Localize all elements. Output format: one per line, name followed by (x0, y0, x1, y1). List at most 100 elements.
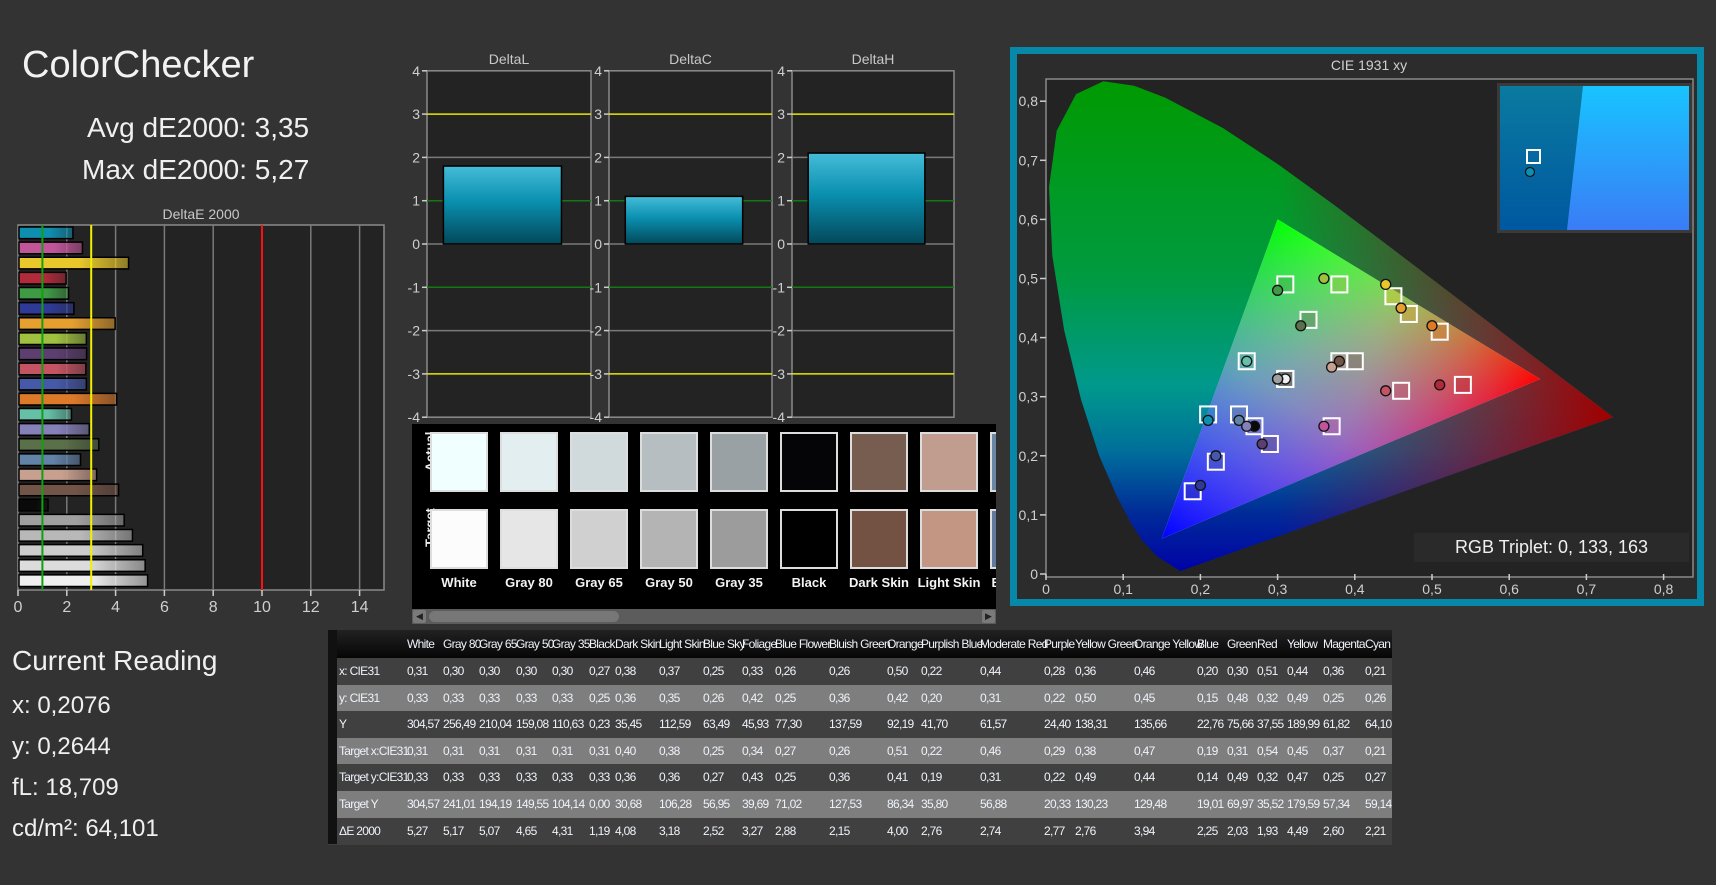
table-cell: 3,18 (659, 823, 680, 838)
x-tick-label: 10 (253, 599, 271, 616)
table-cell: 56,95 (703, 797, 730, 811)
column-header: Purple (1044, 637, 1075, 651)
table-cell: 2,88 (775, 823, 796, 838)
column-header: Gray 65 (479, 637, 517, 651)
x-tick-label: 6 (160, 599, 169, 616)
y-tick-label: 4 (412, 63, 420, 79)
table-cell: 4,65 (516, 823, 537, 838)
table-cell: 19,01 (1197, 797, 1224, 811)
table-row: Target x:CIE31 0,31 0,31 0,31 0,31 0,31 0,31 0,… (328, 737, 1392, 765)
table-cell: 5,27 (407, 823, 428, 838)
table-cell: 189,99 (1287, 717, 1320, 732)
deltae-bar-orange (18, 392, 118, 406)
table-cell: 135,66 (1134, 717, 1167, 732)
deltae-bar-moderate-red (18, 362, 87, 376)
table-cell: 0,54 (1257, 743, 1278, 758)
table-cell: 61,82 (1323, 717, 1350, 732)
table-cell: 0,27 (589, 664, 610, 678)
table-cell: 0,31 (1227, 743, 1248, 758)
y-tick-label: 2 (594, 149, 602, 165)
current-reading-heading: Current Reading (12, 645, 218, 676)
y-tick-label: -4 (408, 409, 421, 425)
table-row: y: CIE31 0,33 0,33 0,33 0,33 0,33 0,25 0,36 0,35… (328, 684, 1392, 712)
table-cell: 0,25 (775, 690, 796, 705)
table-cell: 2,60 (1323, 823, 1344, 838)
deltae-bar-dark-skin (18, 483, 120, 497)
table-cell: 0,48 (1227, 690, 1248, 705)
x-tick-label: 12 (302, 599, 320, 616)
table-cell: 0,36 (615, 690, 636, 705)
table-cell: 0,44 (1134, 770, 1155, 785)
table-cell: 71,02 (775, 797, 802, 811)
table-cell: 0,33 (589, 770, 610, 785)
table-cell: 0,51 (887, 743, 908, 758)
table-cell: 241,01 (443, 797, 476, 811)
column-header: Yellow Green (1075, 637, 1138, 651)
y-tick-label: 4 (594, 63, 602, 79)
table-cell: 304,57 (407, 797, 440, 811)
table-row: Target y:CIE31 0,33 0,33 0,33 0,33 0,33 0,33 0,… (328, 764, 1392, 792)
table-cell: 0,22 (921, 664, 942, 678)
table-cell: 0,36 (659, 770, 680, 785)
table-cell: 0,33 (407, 770, 428, 785)
reading-y: y: 0,2644 (12, 733, 111, 760)
actual-swatch-black (780, 432, 838, 492)
table-cell: 149,55 (516, 797, 549, 811)
table-cell: 35,45 (615, 717, 642, 732)
table-cell: 0,25 (703, 664, 724, 678)
table-cell: 130,23 (1075, 797, 1108, 811)
table-cell: 0,33 (479, 770, 500, 785)
y-tick-label: 3 (594, 106, 602, 122)
deltae-bar-yellow (18, 256, 130, 270)
chart-title: DeltaH (852, 51, 895, 67)
table-cell: 0,33 (479, 690, 500, 705)
table-cell: 0,31 (552, 743, 573, 758)
column-header: Orange Yellow (1134, 637, 1203, 651)
swatch-label: Gray 50 (645, 575, 693, 590)
actual-swatch-white (430, 432, 488, 492)
table-cell: 0,25 (589, 690, 610, 705)
table-cell: 0,20 (921, 690, 942, 705)
table-cell: 37,55 (1257, 717, 1284, 732)
table-cell: 0,28 (1044, 664, 1065, 678)
table-cell: 20,33 (1044, 797, 1071, 811)
table-cell: 0,32 (1257, 770, 1278, 785)
column-header: Gray 50 (516, 637, 554, 651)
target-swatch-blue-sky (990, 509, 996, 569)
table-cell: 0,30 (1227, 664, 1248, 678)
table-cell: 30,68 (615, 797, 642, 811)
table-cell: 41,70 (921, 717, 948, 732)
y-tick-label: 0 (594, 236, 602, 252)
table-cell: 61,57 (980, 717, 1007, 732)
table-cell: 2,52 (703, 823, 724, 838)
deltae-bar-white (18, 574, 149, 588)
table-cell: 0,31 (589, 743, 610, 758)
column-header: Magenta (1323, 637, 1366, 651)
table-cell: 0,22 (921, 743, 942, 758)
y-tick-label: -1 (590, 279, 603, 295)
rgb-triplet: RGB Triplet: 0, 133, 163 (1414, 533, 1689, 562)
actual-swatch-gray-65 (570, 432, 628, 492)
table-cell: 0,47 (1287, 770, 1308, 785)
table-cell: 0,46 (980, 743, 1001, 758)
table-cell: 0,21 (1365, 743, 1386, 758)
table-cell: 0,19 (921, 770, 942, 785)
table-cell: 0,37 (1323, 743, 1344, 758)
y-tick-label: 4 (777, 63, 785, 79)
scrollbar-thumb[interactable] (429, 611, 619, 622)
scroll-left-icon[interactable]: ◀ (413, 610, 426, 623)
deltae-bar-green (18, 286, 70, 300)
x-tick-label: 8 (209, 599, 218, 616)
table-cell: 2,77 (1044, 823, 1065, 838)
swatch-scrollbar[interactable]: ◀ ▶ (412, 609, 996, 624)
y-tick-label: -2 (773, 323, 786, 339)
deltae-2000-chart: DeltaE 2000 0 2 4 6 8 10 12 14 (14, 206, 385, 616)
table-cell: 0,31 (980, 770, 1001, 785)
deltae-bar-gray-65 (18, 543, 144, 557)
table-cell: 0,30 (552, 664, 573, 678)
scroll-right-icon[interactable]: ▶ (982, 610, 995, 623)
table-cell: 35,80 (921, 797, 948, 811)
delta-bar (807, 152, 926, 245)
delta-bar (624, 195, 744, 245)
